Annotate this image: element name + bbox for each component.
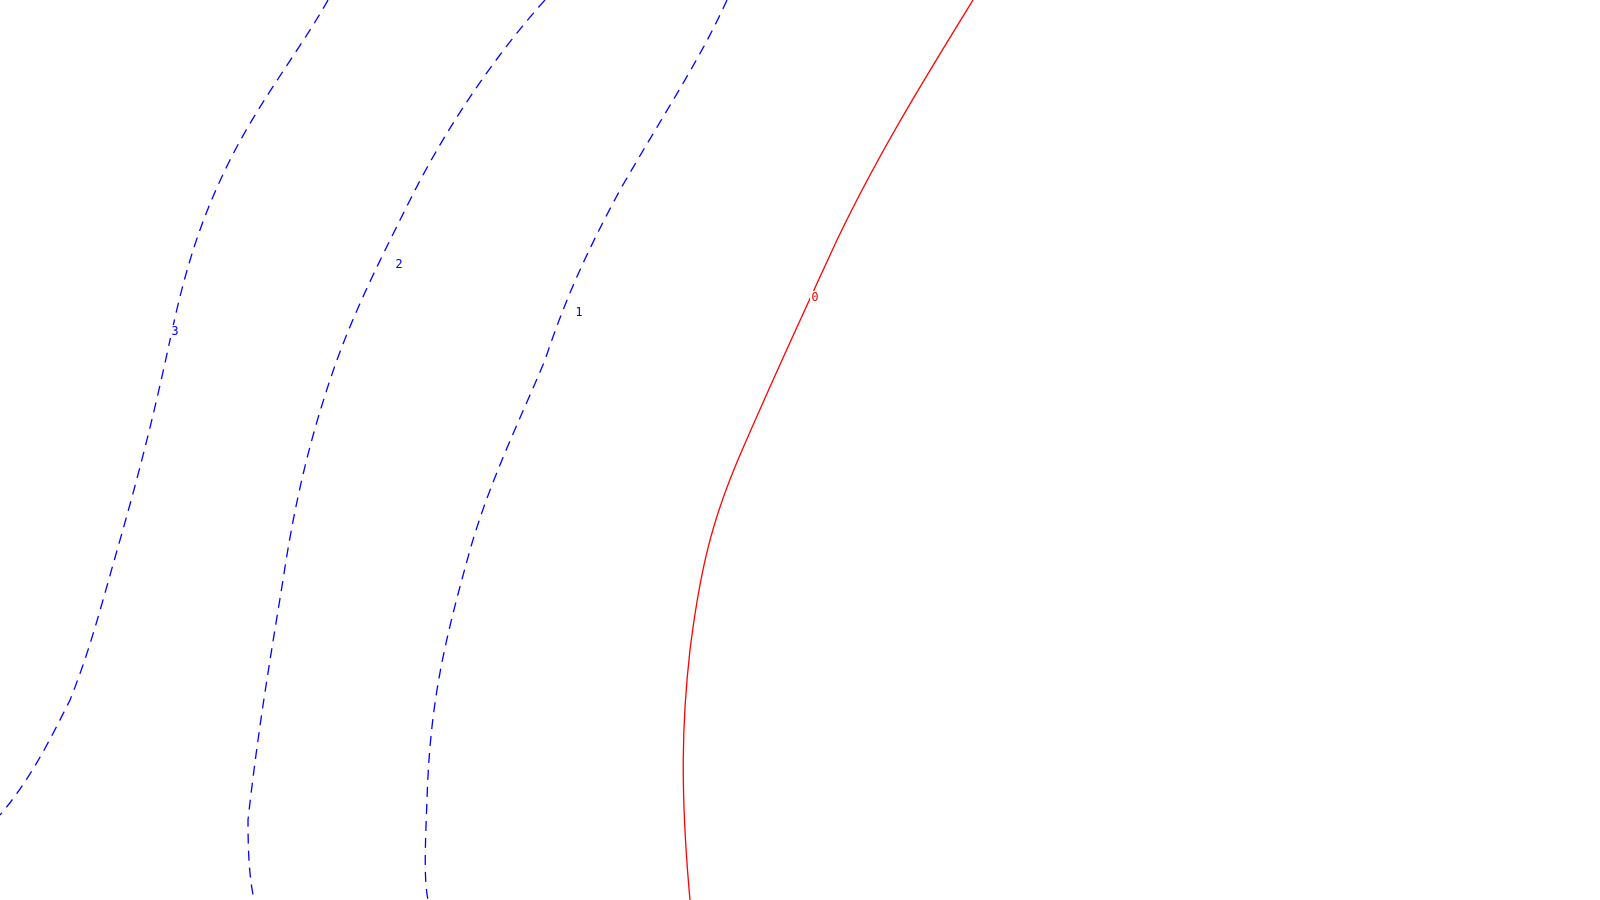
- contour-line-3-label: 3: [171, 324, 178, 338]
- contour-line-1-label: 1: [575, 305, 582, 319]
- contour-line-0: [682, 0, 974, 900]
- contour-line-1-label-gap: [574, 306, 584, 319]
- contour-line-0-label-gap: [810, 291, 820, 304]
- contour-line-3: [0, 0, 329, 816]
- contour-line-3-label-gap: [170, 325, 180, 338]
- contour-line-2-label-gap: [394, 258, 404, 271]
- contour-lines: [0, 0, 974, 900]
- contour-line-1: [424, 0, 728, 900]
- contour-line-2: [247, 0, 546, 900]
- contour-line-0-label: 0: [811, 290, 818, 304]
- contour-labels: 0 1 2 3: [170, 257, 820, 338]
- contour-line-2-label: 2: [395, 257, 402, 271]
